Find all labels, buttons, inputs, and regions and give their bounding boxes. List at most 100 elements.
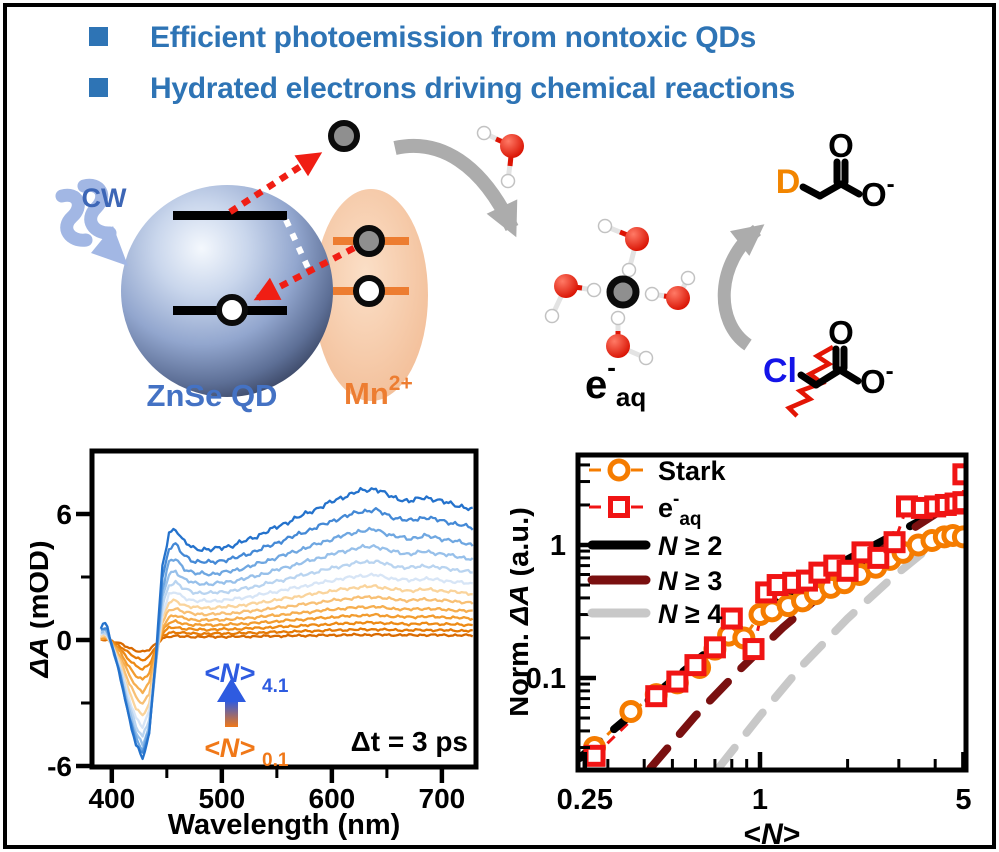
legend-circle-marker bbox=[607, 458, 631, 482]
n-gradient-arrow-icon bbox=[225, 701, 238, 727]
x-tick-label: 400 bbox=[88, 783, 135, 814]
chlorine-label: Cl bbox=[763, 352, 797, 390]
carbonyl-o-label: O bbox=[828, 127, 854, 164]
cw-label: CW bbox=[82, 183, 127, 213]
water-molecule bbox=[644, 270, 696, 310]
back-transfer-arrow bbox=[253, 245, 356, 301]
spectrum-curve bbox=[100, 507, 474, 754]
eaq-sub: aq bbox=[616, 382, 646, 412]
legend-label: N ≥ 4 bbox=[658, 599, 722, 629]
y-axis-title: ΔA (mOD) bbox=[30, 540, 55, 678]
eaq-marker bbox=[742, 638, 765, 661]
spectrum-curve bbox=[100, 526, 474, 752]
spectra-curves bbox=[99, 486, 474, 761]
reactant-molecule: Cl O O- bbox=[763, 314, 894, 418]
eaq-marker bbox=[666, 670, 689, 693]
axis-frame bbox=[89, 448, 479, 770]
water-molecule bbox=[544, 274, 602, 324]
bullet-square-icon bbox=[89, 27, 108, 46]
qd-conduction-level bbox=[173, 211, 287, 220]
qd-mechanism-scheme: D O O- Cl O O- CW ZnSe QD Mn2+ e-aq bbox=[55, 120, 895, 418]
legend-label: N ≥ 3 bbox=[658, 566, 722, 596]
eaq-sup: - bbox=[607, 352, 616, 382]
delay-time-label: Δt = 3 ps bbox=[351, 726, 468, 757]
axis-ticks bbox=[76, 511, 445, 783]
n-high-label: <N> bbox=[204, 658, 255, 688]
water-cluster bbox=[476, 125, 696, 366]
x-axis-title: Wavelength (nm) bbox=[168, 809, 401, 841]
spectrum-curve bbox=[100, 559, 473, 738]
legend-label: N ≥ 2 bbox=[658, 531, 722, 561]
mn-hole-icon bbox=[353, 275, 385, 307]
n-high-sub: 4.1 bbox=[262, 676, 289, 697]
hydrated-electron-icon bbox=[606, 275, 640, 309]
carbonyl-o-label: O bbox=[828, 314, 854, 351]
y-tick-label: -6 bbox=[47, 751, 72, 782]
eaq-marker bbox=[952, 491, 964, 514]
mn-label: Mn bbox=[344, 376, 389, 411]
qd-sphere bbox=[121, 185, 333, 397]
cw-arrowhead-icon bbox=[91, 226, 128, 266]
x-tick-label: 700 bbox=[419, 783, 466, 814]
bullet-point-1: Efficient photoemission from nontoxic QD… bbox=[89, 20, 756, 56]
carboxylate-o-label: O bbox=[861, 176, 887, 213]
svg-text:Mn2+: Mn2+ bbox=[344, 372, 413, 411]
spectrum-curve bbox=[100, 620, 473, 671]
legend-label: e-aq bbox=[658, 489, 702, 530]
axis-frame bbox=[575, 452, 969, 773]
x-tick-label: 1 bbox=[752, 784, 768, 816]
y-tick-label: 6 bbox=[56, 499, 72, 530]
hole-icon bbox=[216, 294, 248, 326]
bullet-text-2: Hydrated electrons driving chemical reac… bbox=[150, 72, 796, 105]
legend-label: Stark bbox=[658, 456, 727, 486]
x-tick-label: 500 bbox=[198, 783, 245, 814]
energy-transfer-dashed-line bbox=[283, 218, 312, 272]
cw-excitation-arrow-icon bbox=[55, 178, 117, 247]
qd-label: ZnSe QD bbox=[147, 378, 278, 413]
eaq-marker bbox=[952, 463, 964, 486]
y-tick-label: 1 bbox=[550, 530, 566, 562]
photoemission-arrow bbox=[228, 152, 323, 215]
eaq-marker bbox=[703, 636, 726, 659]
deuterium-label: D bbox=[776, 163, 801, 201]
reaction-arrow bbox=[717, 224, 765, 351]
svg-text:O-: O- bbox=[861, 171, 895, 213]
eaq-marker bbox=[720, 607, 743, 630]
x-tick-label: 0.25 bbox=[557, 784, 613, 816]
mn-electron-icon bbox=[353, 225, 385, 257]
stark-marker bbox=[619, 699, 643, 723]
water-molecule bbox=[597, 218, 649, 278]
model-line bbox=[714, 525, 957, 768]
eaq-marker bbox=[583, 744, 606, 767]
svg-text:O-: O- bbox=[860, 358, 894, 400]
ta-spectra-chart: 400 500 600 700 6 0 -6 Wavelength (nm) ΔA (mOD) <… bbox=[30, 448, 479, 841]
spectrum-curve bbox=[100, 632, 474, 653]
bullet-point-2: Hydrated electrons driving chemical reac… bbox=[89, 71, 795, 107]
bullet-text-1: Efficient photoemission from nontoxic QD… bbox=[150, 21, 757, 54]
n-gradient-arrowhead-icon bbox=[217, 678, 246, 702]
eaq-marker bbox=[883, 531, 906, 554]
n-low-label: <N> bbox=[204, 733, 255, 763]
bullet-square-icon bbox=[89, 78, 108, 97]
water-molecule bbox=[476, 125, 524, 189]
x-tick-label: 600 bbox=[309, 783, 356, 814]
charge-label: - bbox=[887, 171, 895, 198]
legend-square-marker bbox=[608, 496, 630, 518]
scaling-data bbox=[580, 463, 964, 768]
water-molecule bbox=[606, 310, 654, 366]
free-electron-icon bbox=[328, 120, 360, 152]
x-tick-label: 5 bbox=[955, 784, 971, 816]
eaq-label: e bbox=[585, 363, 607, 407]
carboxylate-o-label: O bbox=[860, 363, 886, 400]
spectrum-curve bbox=[99, 486, 473, 761]
stark-marker bbox=[951, 525, 964, 549]
charge-label: - bbox=[886, 358, 894, 385]
n-low-sub: 0.1 bbox=[262, 750, 289, 771]
electron-solvation-arrow bbox=[393, 138, 519, 238]
svg-text:e-aq: e-aq bbox=[585, 352, 646, 412]
eaq-marker bbox=[867, 546, 890, 569]
y-tick-label: 0 bbox=[56, 625, 72, 656]
